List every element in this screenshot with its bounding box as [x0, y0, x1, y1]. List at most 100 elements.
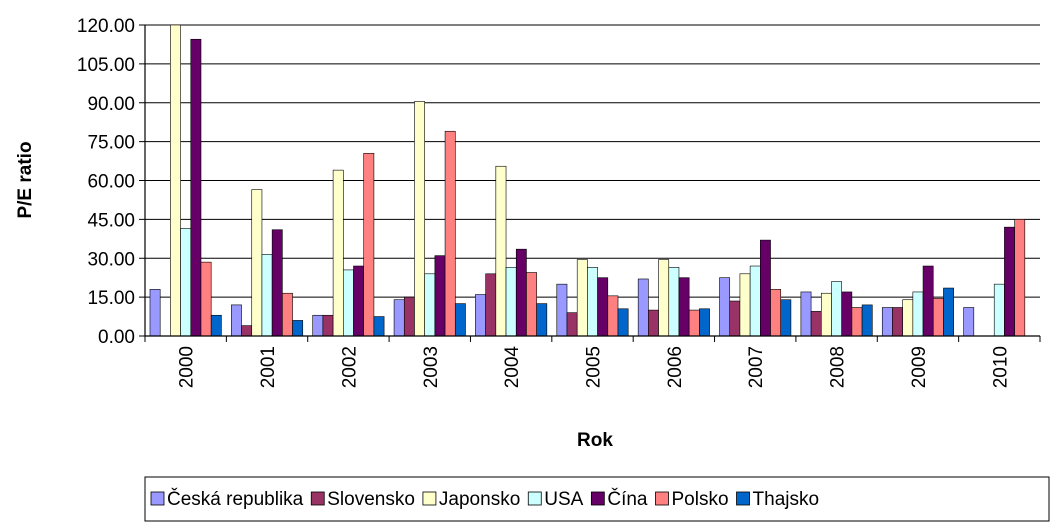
bar	[810, 311, 822, 337]
x-tick-label: 2009	[909, 346, 930, 388]
x-tick-label: 2008	[828, 346, 849, 388]
bar	[180, 228, 192, 337]
bar	[699, 308, 710, 337]
bar	[282, 292, 293, 337]
bar	[505, 267, 517, 337]
bar	[454, 303, 466, 337]
legend-swatch	[590, 491, 605, 506]
legend-label: Thajsko	[753, 489, 820, 510]
bar	[749, 265, 761, 337]
bar	[271, 229, 283, 337]
x-tick-label: 2003	[421, 346, 442, 388]
bar	[658, 259, 670, 337]
bar	[200, 261, 212, 337]
legend-swatch	[422, 491, 437, 506]
legend-label: Slovensko	[327, 489, 415, 510]
bar	[617, 308, 629, 337]
bar	[932, 298, 944, 337]
bar	[902, 299, 914, 337]
bar	[820, 292, 832, 337]
x-tick-label: 2000	[177, 346, 198, 388]
bar	[739, 273, 751, 337]
bar	[892, 307, 903, 337]
bar	[831, 281, 842, 337]
bar	[485, 273, 497, 337]
y-axis-title: P/E ratio	[15, 141, 36, 218]
bar	[475, 294, 486, 337]
bar	[719, 277, 731, 337]
y-tick-label: 15.00	[87, 288, 135, 309]
bar	[251, 189, 263, 337]
y-tick-label: 90.00	[87, 94, 135, 115]
bar	[343, 269, 354, 337]
bar	[963, 307, 975, 337]
x-tick-label: 2001	[258, 346, 279, 388]
gridlines	[145, 24, 1040, 298]
bar	[841, 291, 853, 337]
legend-label: Česká republika	[167, 488, 304, 510]
bar	[170, 24, 181, 337]
bar	[515, 248, 527, 337]
bar	[363, 152, 375, 337]
bar	[414, 101, 425, 337]
y-tick-label: 75.00	[87, 133, 135, 154]
bar	[373, 316, 385, 337]
bar	[1014, 219, 1026, 337]
y-tick-label: 105.00	[77, 55, 135, 76]
y-tick-labels: 0.00 15.00 30.00 45.00 60.00 75.00 90.00 105.00…	[77, 16, 145, 348]
legend-swatch	[655, 491, 669, 506]
bar	[770, 289, 782, 337]
bar	[536, 303, 548, 337]
y-tick-label: 120.00	[77, 16, 135, 37]
bar	[637, 278, 649, 337]
x-tick-label: 2002	[339, 346, 360, 388]
legend-label: Čína	[607, 488, 648, 510]
bar	[210, 314, 222, 337]
bar	[332, 169, 344, 337]
bar	[993, 283, 1005, 337]
bar	[261, 254, 273, 337]
bar	[190, 38, 202, 337]
bar	[434, 255, 446, 337]
bar	[861, 304, 873, 337]
bar	[231, 304, 242, 337]
legend: Česká republika Slovensko Japonsko USA Čína P…	[144, 476, 1050, 522]
y-tick-label: 60.00	[87, 172, 135, 193]
bar	[597, 277, 609, 337]
bar	[353, 265, 365, 337]
bar	[444, 130, 456, 337]
bar	[648, 309, 659, 337]
x-tick-label: 2005	[584, 346, 605, 388]
bar	[688, 309, 700, 337]
x-axis-title: Rok	[577, 430, 613, 451]
bar	[800, 291, 812, 337]
bar	[851, 307, 863, 337]
y-tick-label: 0.00	[98, 327, 135, 348]
bar	[780, 299, 792, 337]
legend-label: USA	[544, 489, 583, 510]
legend-swatch	[310, 491, 325, 506]
bar	[668, 267, 680, 337]
x-tick-label: 2006	[665, 346, 686, 388]
bar	[149, 289, 161, 337]
legend-label: Japonsko	[439, 489, 520, 510]
x-tick-label: 2010	[990, 346, 1011, 388]
bar	[576, 259, 588, 337]
bar	[1004, 226, 1015, 337]
bar	[566, 312, 578, 337]
bar	[322, 314, 334, 337]
bar	[912, 291, 924, 337]
bar	[881, 307, 893, 337]
bar	[393, 299, 405, 337]
bar	[312, 314, 324, 337]
bar	[292, 320, 304, 337]
x-tick-labels: 2000 2001 2002 2003 2004 2005 2006 2007 2008 2009…	[144, 336, 1041, 388]
bar	[760, 239, 771, 337]
bar	[556, 283, 568, 337]
bar	[729, 300, 741, 337]
legend-swatch	[736, 491, 750, 506]
legend-swatch	[150, 491, 165, 506]
legend-swatch	[527, 491, 542, 506]
bar	[678, 277, 690, 337]
